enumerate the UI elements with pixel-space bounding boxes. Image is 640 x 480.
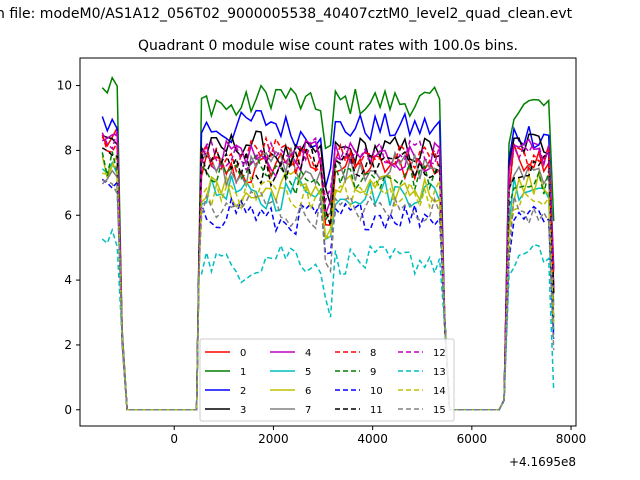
legend-label-5: 5 [305,367,311,378]
legend-label-12: 12 [433,348,446,359]
series-line-12 [101,131,555,411]
y-tick-label: 2 [64,338,72,352]
y-tick-label: 0 [64,403,72,417]
legend-label-1: 1 [240,367,246,378]
chart-title: Quadrant 0 module wise count rates with … [138,38,518,54]
y-tick-label: 8 [64,143,72,157]
legend-label-10: 10 [370,386,383,397]
legend-label-15: 15 [433,405,446,416]
legend-label-13: 13 [433,367,446,378]
legend-label-6: 6 [305,386,311,397]
y-tick-label: 4 [64,273,72,287]
legend-label-2: 2 [240,386,246,397]
legend-label-0: 0 [240,348,246,359]
legend-label-4: 4 [305,348,311,359]
x-tick-label: 4000 [357,432,388,446]
legend-frame [199,338,455,422]
y-axis: 0 2 4 6 8 10 [57,79,80,417]
x-axis-offset-label: +4.1695e8 [509,455,576,469]
y-tick-label: 10 [57,79,72,93]
legend-label-9: 9 [370,367,376,378]
x-tick-label: 6000 [457,432,488,446]
x-tick-label: 2000 [258,432,289,446]
legend-label-14: 14 [433,386,446,397]
x-axis: 0 2000 4000 6000 8000 [170,426,586,446]
series-layer [101,75,555,411]
series-line-15 [102,179,555,411]
legend-label-11: 11 [370,405,383,416]
x-tick-label: 0 [170,432,178,446]
legend-label-8: 8 [370,348,376,359]
legend-label-7: 7 [305,405,311,416]
y-tick-label: 6 [64,208,72,222]
x-tick-label: 8000 [556,432,587,446]
figure-suptitle: n file: modeM0/AS1A12_056T02_9000005538_… [0,6,573,22]
legend-label-3: 3 [240,405,246,416]
